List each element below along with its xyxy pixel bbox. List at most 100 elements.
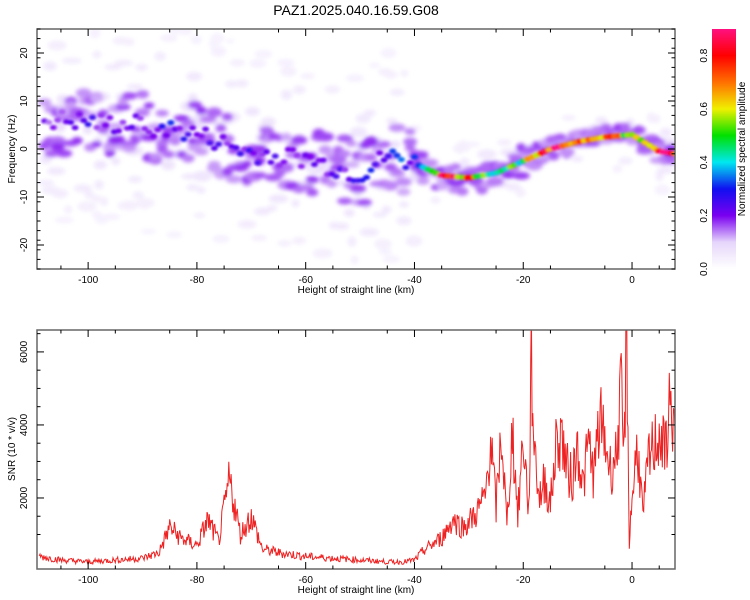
spectral-cell <box>195 106 207 115</box>
spectral-cell <box>166 231 183 239</box>
spectral-cell <box>46 167 66 176</box>
colorbar-title: Normalized spectral amplitude <box>737 81 748 216</box>
spectral-cell <box>343 208 355 217</box>
spectral-cell <box>208 160 221 168</box>
chart-title: PAZ1.2025.040.16.59.G08 <box>273 2 439 18</box>
spectral-cell <box>139 202 150 210</box>
spectral-cell <box>456 186 469 196</box>
spectral-peak <box>49 124 57 131</box>
spectral-peak <box>376 150 384 156</box>
spectral-cell <box>343 161 360 168</box>
spectral-peak <box>393 152 401 159</box>
spectral-cell <box>416 176 430 185</box>
spectral-peak <box>236 151 244 157</box>
spectral-cell <box>355 113 371 124</box>
spectral-peak <box>276 162 284 169</box>
spectral-cell <box>190 35 202 45</box>
spectral-peak <box>263 149 271 155</box>
spectral-cell <box>54 121 66 133</box>
spectral-cell <box>292 85 306 95</box>
spectral-cell <box>454 142 465 154</box>
x-tick-label: -60 <box>298 575 313 586</box>
colorbar-tick-label: 0.0 <box>699 262 710 276</box>
spectral-cell <box>82 125 93 135</box>
spectral-cell <box>71 137 83 145</box>
spectral-halo <box>37 16 675 264</box>
plot-background <box>37 330 675 569</box>
spectral-cell <box>155 109 169 117</box>
spectral-cell <box>181 154 195 162</box>
spectral-peak <box>397 156 405 163</box>
spectral-cell <box>93 160 107 170</box>
spectral-peak <box>249 150 257 156</box>
spectral-cell <box>194 148 209 156</box>
spectral-cell <box>277 240 292 247</box>
spectral-peak <box>306 153 314 160</box>
colorbar-gradient <box>712 29 736 269</box>
x-tick-label: 0 <box>629 275 635 286</box>
spectral-cell <box>75 88 92 99</box>
spectral-core <box>41 109 675 184</box>
spectral-peak <box>58 109 66 115</box>
spectral-peak <box>136 115 144 121</box>
snr-line <box>38 330 675 566</box>
spectral-cell <box>650 114 661 124</box>
spectral-cell <box>380 48 397 59</box>
spectral-cell <box>114 59 133 67</box>
spectral-cell <box>160 34 178 42</box>
spectral-cell <box>37 98 52 107</box>
spectral-cell <box>107 135 126 145</box>
spectral-cell <box>297 184 315 191</box>
spectral-cell <box>389 88 405 96</box>
spectral-cell <box>420 158 439 167</box>
spectral-cell <box>132 191 144 200</box>
spectral-cell <box>187 100 202 110</box>
spectral-cell <box>212 234 230 243</box>
spectral-cell <box>90 95 104 103</box>
spectral-cell <box>659 127 672 137</box>
bottom-axis-ticks: -100 -80 -60 -40 -20 0 2000 4000 6000 <box>19 330 675 586</box>
spectral-peak <box>97 112 105 118</box>
spectral-cell <box>226 38 235 44</box>
spectral-cell <box>345 74 365 82</box>
spectral-cell <box>221 112 234 122</box>
spectral-cell <box>50 142 65 152</box>
spectral-peak <box>232 145 240 151</box>
spectral-cell <box>300 73 316 79</box>
spectral-cell <box>655 171 664 182</box>
spectral-cell <box>91 140 102 148</box>
spectral-cell <box>253 207 271 216</box>
spectral-peak <box>141 125 149 132</box>
spectral-cell <box>260 117 276 127</box>
spectral-cell <box>94 180 104 190</box>
spectral-cell <box>104 64 122 70</box>
spectral-peak <box>75 111 83 117</box>
spectral-cell <box>39 16 54 22</box>
spectral-cell <box>477 149 497 160</box>
y-tick-label: -20 <box>19 237 30 252</box>
spectral-peak <box>158 123 166 129</box>
spectral-cell <box>291 199 300 208</box>
spectral-peak <box>202 126 210 132</box>
spectral-cell <box>280 132 292 142</box>
y-tick-label: 10 <box>19 95 30 107</box>
spectral-cell <box>324 85 341 94</box>
spectral-peak <box>363 174 371 180</box>
spectral-cell <box>225 80 238 88</box>
spectral-cell <box>84 189 94 199</box>
spectral-cell <box>268 194 289 203</box>
spectral-cell <box>618 156 633 165</box>
spectral-peak <box>128 124 136 130</box>
spectral-peak <box>197 133 205 139</box>
spectral-peak <box>154 127 162 133</box>
spectral-cell <box>571 155 584 162</box>
spectral-cell <box>56 149 73 158</box>
spectral-peak <box>380 157 388 163</box>
spectral-peak <box>293 152 301 158</box>
spectral-cell <box>347 236 357 247</box>
spectral-cell <box>463 141 481 147</box>
colorbar-tick-label: 0.2 <box>699 208 710 222</box>
spectral-cell <box>374 238 392 250</box>
x-tick-label: -40 <box>407 275 422 286</box>
